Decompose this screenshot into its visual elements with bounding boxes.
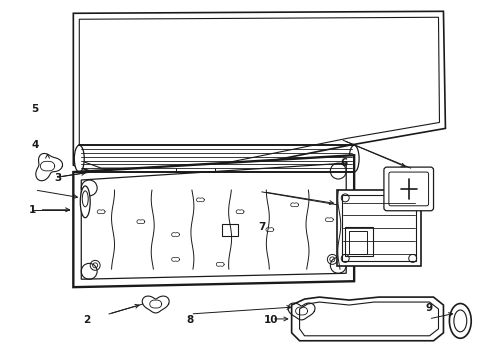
Polygon shape bbox=[73, 155, 353, 287]
Text: 3: 3 bbox=[54, 173, 61, 183]
Ellipse shape bbox=[348, 145, 358, 172]
Ellipse shape bbox=[74, 145, 84, 172]
Text: 1: 1 bbox=[28, 205, 36, 215]
Bar bbox=[222, 224, 238, 235]
Text: 8: 8 bbox=[186, 315, 193, 325]
Ellipse shape bbox=[448, 303, 470, 338]
Polygon shape bbox=[337, 190, 420, 266]
Text: 9: 9 bbox=[425, 303, 431, 313]
Text: 2: 2 bbox=[83, 315, 90, 325]
Text: 7: 7 bbox=[257, 222, 264, 232]
Polygon shape bbox=[291, 297, 443, 341]
Text: 5: 5 bbox=[31, 104, 39, 113]
Text: 4: 4 bbox=[31, 140, 39, 150]
Bar bbox=[345, 227, 372, 256]
Text: 10: 10 bbox=[264, 315, 278, 325]
FancyBboxPatch shape bbox=[383, 167, 433, 211]
Ellipse shape bbox=[80, 186, 90, 218]
Text: 6: 6 bbox=[340, 158, 347, 168]
